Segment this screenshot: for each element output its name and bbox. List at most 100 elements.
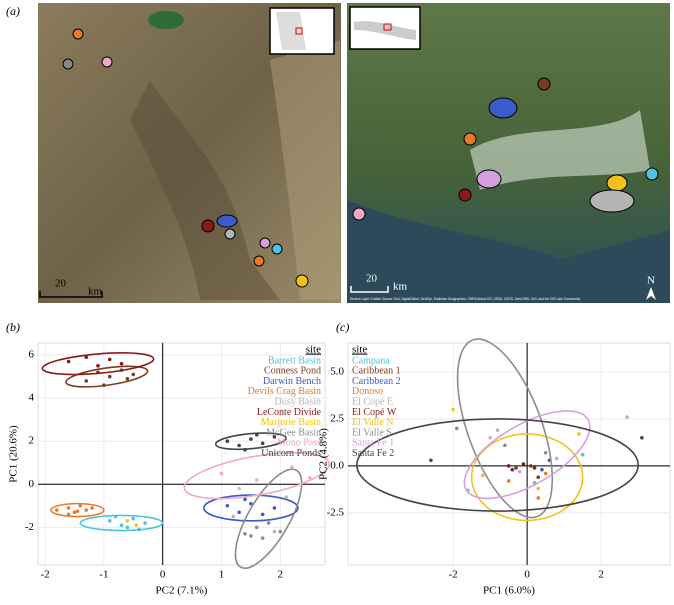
point	[580, 452, 585, 457]
map-right: 20 km N Service Layer Credits: Source: E…	[347, 3, 670, 303]
point	[543, 450, 548, 455]
legend-entry: El Copé E	[352, 396, 393, 407]
point	[488, 435, 492, 440]
point	[577, 432, 581, 436]
y-tick-label: 0	[29, 478, 35, 490]
north-arrow: N	[647, 275, 655, 287]
point	[75, 509, 80, 513]
point	[107, 357, 112, 362]
point	[506, 479, 511, 483]
point	[107, 519, 112, 523]
legend-title: site	[306, 344, 321, 356]
point	[137, 527, 141, 532]
x-tick-label: -1	[99, 569, 108, 581]
point	[131, 516, 136, 521]
point	[290, 465, 294, 469]
legend-entry: Caribbean 1	[352, 366, 401, 377]
confidence-ellipse	[203, 494, 299, 522]
legend-entry: El Valle N	[352, 417, 393, 428]
y-tick-label: -2	[25, 521, 34, 533]
legend-entry: Dusy Basin	[275, 396, 321, 407]
map-credit: Service Layer Credits: Source: Esri, Dig…	[350, 297, 581, 301]
confidence-ellipse	[183, 451, 331, 500]
legend-entry: Conness Pond	[264, 366, 321, 377]
point	[243, 497, 247, 502]
legend-entry: Santa Fe 1	[352, 438, 394, 449]
confidence-ellipse	[79, 514, 164, 532]
point	[260, 441, 265, 446]
legend-entry: El Valle S	[352, 427, 392, 438]
point	[90, 506, 94, 510]
x-tick-label: 0	[524, 569, 530, 581]
point	[119, 523, 124, 527]
point	[540, 467, 544, 472]
x-tick-label: 2	[598, 569, 604, 581]
point	[119, 361, 124, 366]
point	[225, 503, 230, 508]
point	[96, 364, 100, 368]
point	[536, 486, 541, 491]
point	[125, 525, 130, 530]
panel-label: (a)	[6, 4, 20, 18]
point	[307, 475, 312, 480]
point	[84, 355, 89, 360]
point	[254, 478, 259, 482]
y-tick-label: 6	[29, 349, 35, 361]
x-tick-label: 2	[278, 569, 284, 581]
legend-entry: Caribbean 2	[352, 376, 401, 387]
point	[107, 374, 112, 379]
point	[455, 426, 459, 431]
point	[84, 508, 89, 512]
confidence-ellipse	[470, 433, 584, 522]
point	[113, 514, 118, 519]
x-tick-label: 0	[160, 569, 166, 581]
point	[517, 469, 522, 474]
point	[514, 466, 518, 470]
point	[237, 510, 241, 515]
plot-frame	[347, 342, 671, 566]
confidence-ellipse	[356, 418, 639, 512]
y-tick-label: -2.5	[327, 506, 345, 518]
point	[625, 415, 629, 419]
x-tick-label: -2	[40, 569, 49, 581]
point	[237, 486, 241, 491]
point	[503, 443, 507, 448]
point	[131, 372, 136, 377]
y-axis-title: PC2 (4.8%)	[318, 428, 330, 480]
point	[254, 525, 259, 530]
point	[510, 467, 515, 472]
point	[272, 506, 277, 510]
confidence-ellipse	[214, 432, 287, 451]
point	[66, 512, 71, 517]
legend-entry: Marjorie Basin	[261, 417, 321, 428]
point	[536, 475, 541, 480]
confidence-ellipse	[65, 365, 149, 388]
point	[219, 471, 224, 476]
map-left: 20 km	[38, 3, 341, 303]
point	[237, 443, 241, 448]
scale-value: 20	[366, 273, 378, 285]
legend-entry: Darwin Bench	[263, 376, 321, 387]
legend-entry: LeConte Divide	[257, 407, 322, 418]
point	[272, 435, 277, 439]
legend-entry: Unicorn Ponds	[261, 448, 321, 459]
point	[102, 383, 106, 388]
y-axis-title: PC1 (20.6%)	[8, 425, 20, 483]
point	[278, 529, 283, 534]
legend-title: site	[352, 344, 367, 356]
legend-entry: Campana	[352, 355, 390, 366]
point	[272, 529, 277, 534]
point	[143, 521, 147, 525]
y-tick-label: 2.5	[330, 412, 344, 424]
point	[529, 464, 533, 468]
panel-label: (c)	[336, 320, 349, 334]
point	[225, 439, 230, 443]
legend-entry: Mono Pass	[277, 438, 321, 449]
point	[554, 456, 559, 461]
point	[451, 407, 455, 412]
legend-entry: El Copé W	[352, 407, 397, 418]
point	[266, 521, 271, 525]
x-tick-label: -2	[449, 569, 458, 581]
point	[125, 519, 130, 523]
legend-entry: Devils Crag Basin	[248, 386, 321, 397]
